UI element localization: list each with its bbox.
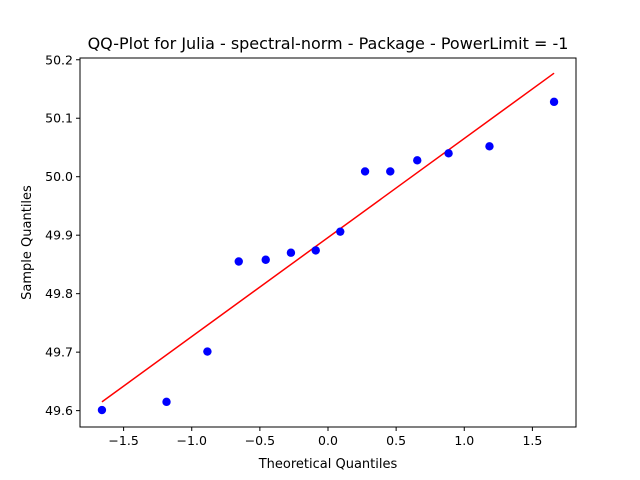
fit-line bbox=[101, 72, 555, 403]
x-tick-label: 1.0 bbox=[454, 433, 474, 448]
x-tick-label: −1.5 bbox=[108, 433, 138, 448]
y-axis-label: Sample Quantiles bbox=[20, 185, 35, 300]
x-tick-label: 1.5 bbox=[522, 433, 542, 448]
x-tick-label: −0.5 bbox=[245, 433, 275, 448]
x-axis-label: Theoretical Quantiles bbox=[258, 457, 398, 472]
y-tick-label: 50.2 bbox=[45, 52, 73, 67]
data-point bbox=[97, 405, 107, 415]
y-tick-label: 50.0 bbox=[45, 169, 73, 184]
data-point bbox=[234, 257, 243, 266]
x-axis: −1.5 −1.0 −0.5 0.0 0.5 1.0 1.5 bbox=[108, 427, 542, 448]
data-point bbox=[286, 248, 296, 257]
data-point bbox=[360, 167, 370, 176]
y-tick-label: 50.1 bbox=[45, 111, 73, 126]
x-tick-label: 0.5 bbox=[386, 433, 406, 448]
plot-frame bbox=[79, 57, 577, 428]
chart-title: QQ-Plot for Julia - spectral-norm - Pack… bbox=[88, 34, 569, 53]
plot-area bbox=[97, 72, 559, 415]
data-point bbox=[311, 246, 320, 255]
data-point bbox=[444, 149, 453, 158]
y-axis: 49.6 49.7 49.8 49.9 50.0 50.1 50.2 bbox=[45, 52, 80, 418]
data-point bbox=[485, 142, 494, 151]
x-tick-label: 0.0 bbox=[318, 433, 338, 448]
data-point bbox=[203, 347, 212, 356]
data-point bbox=[336, 227, 345, 236]
y-tick-label: 49.9 bbox=[45, 228, 73, 243]
data-point bbox=[386, 167, 395, 176]
y-tick-label: 49.8 bbox=[45, 286, 73, 301]
data-point bbox=[162, 397, 171, 407]
x-tick-label: −1.0 bbox=[177, 433, 207, 448]
y-tick-label: 49.6 bbox=[45, 403, 73, 418]
data-point bbox=[261, 255, 270, 264]
data-point bbox=[549, 97, 559, 107]
data-point bbox=[413, 156, 422, 165]
y-tick-label: 49.7 bbox=[45, 345, 73, 360]
